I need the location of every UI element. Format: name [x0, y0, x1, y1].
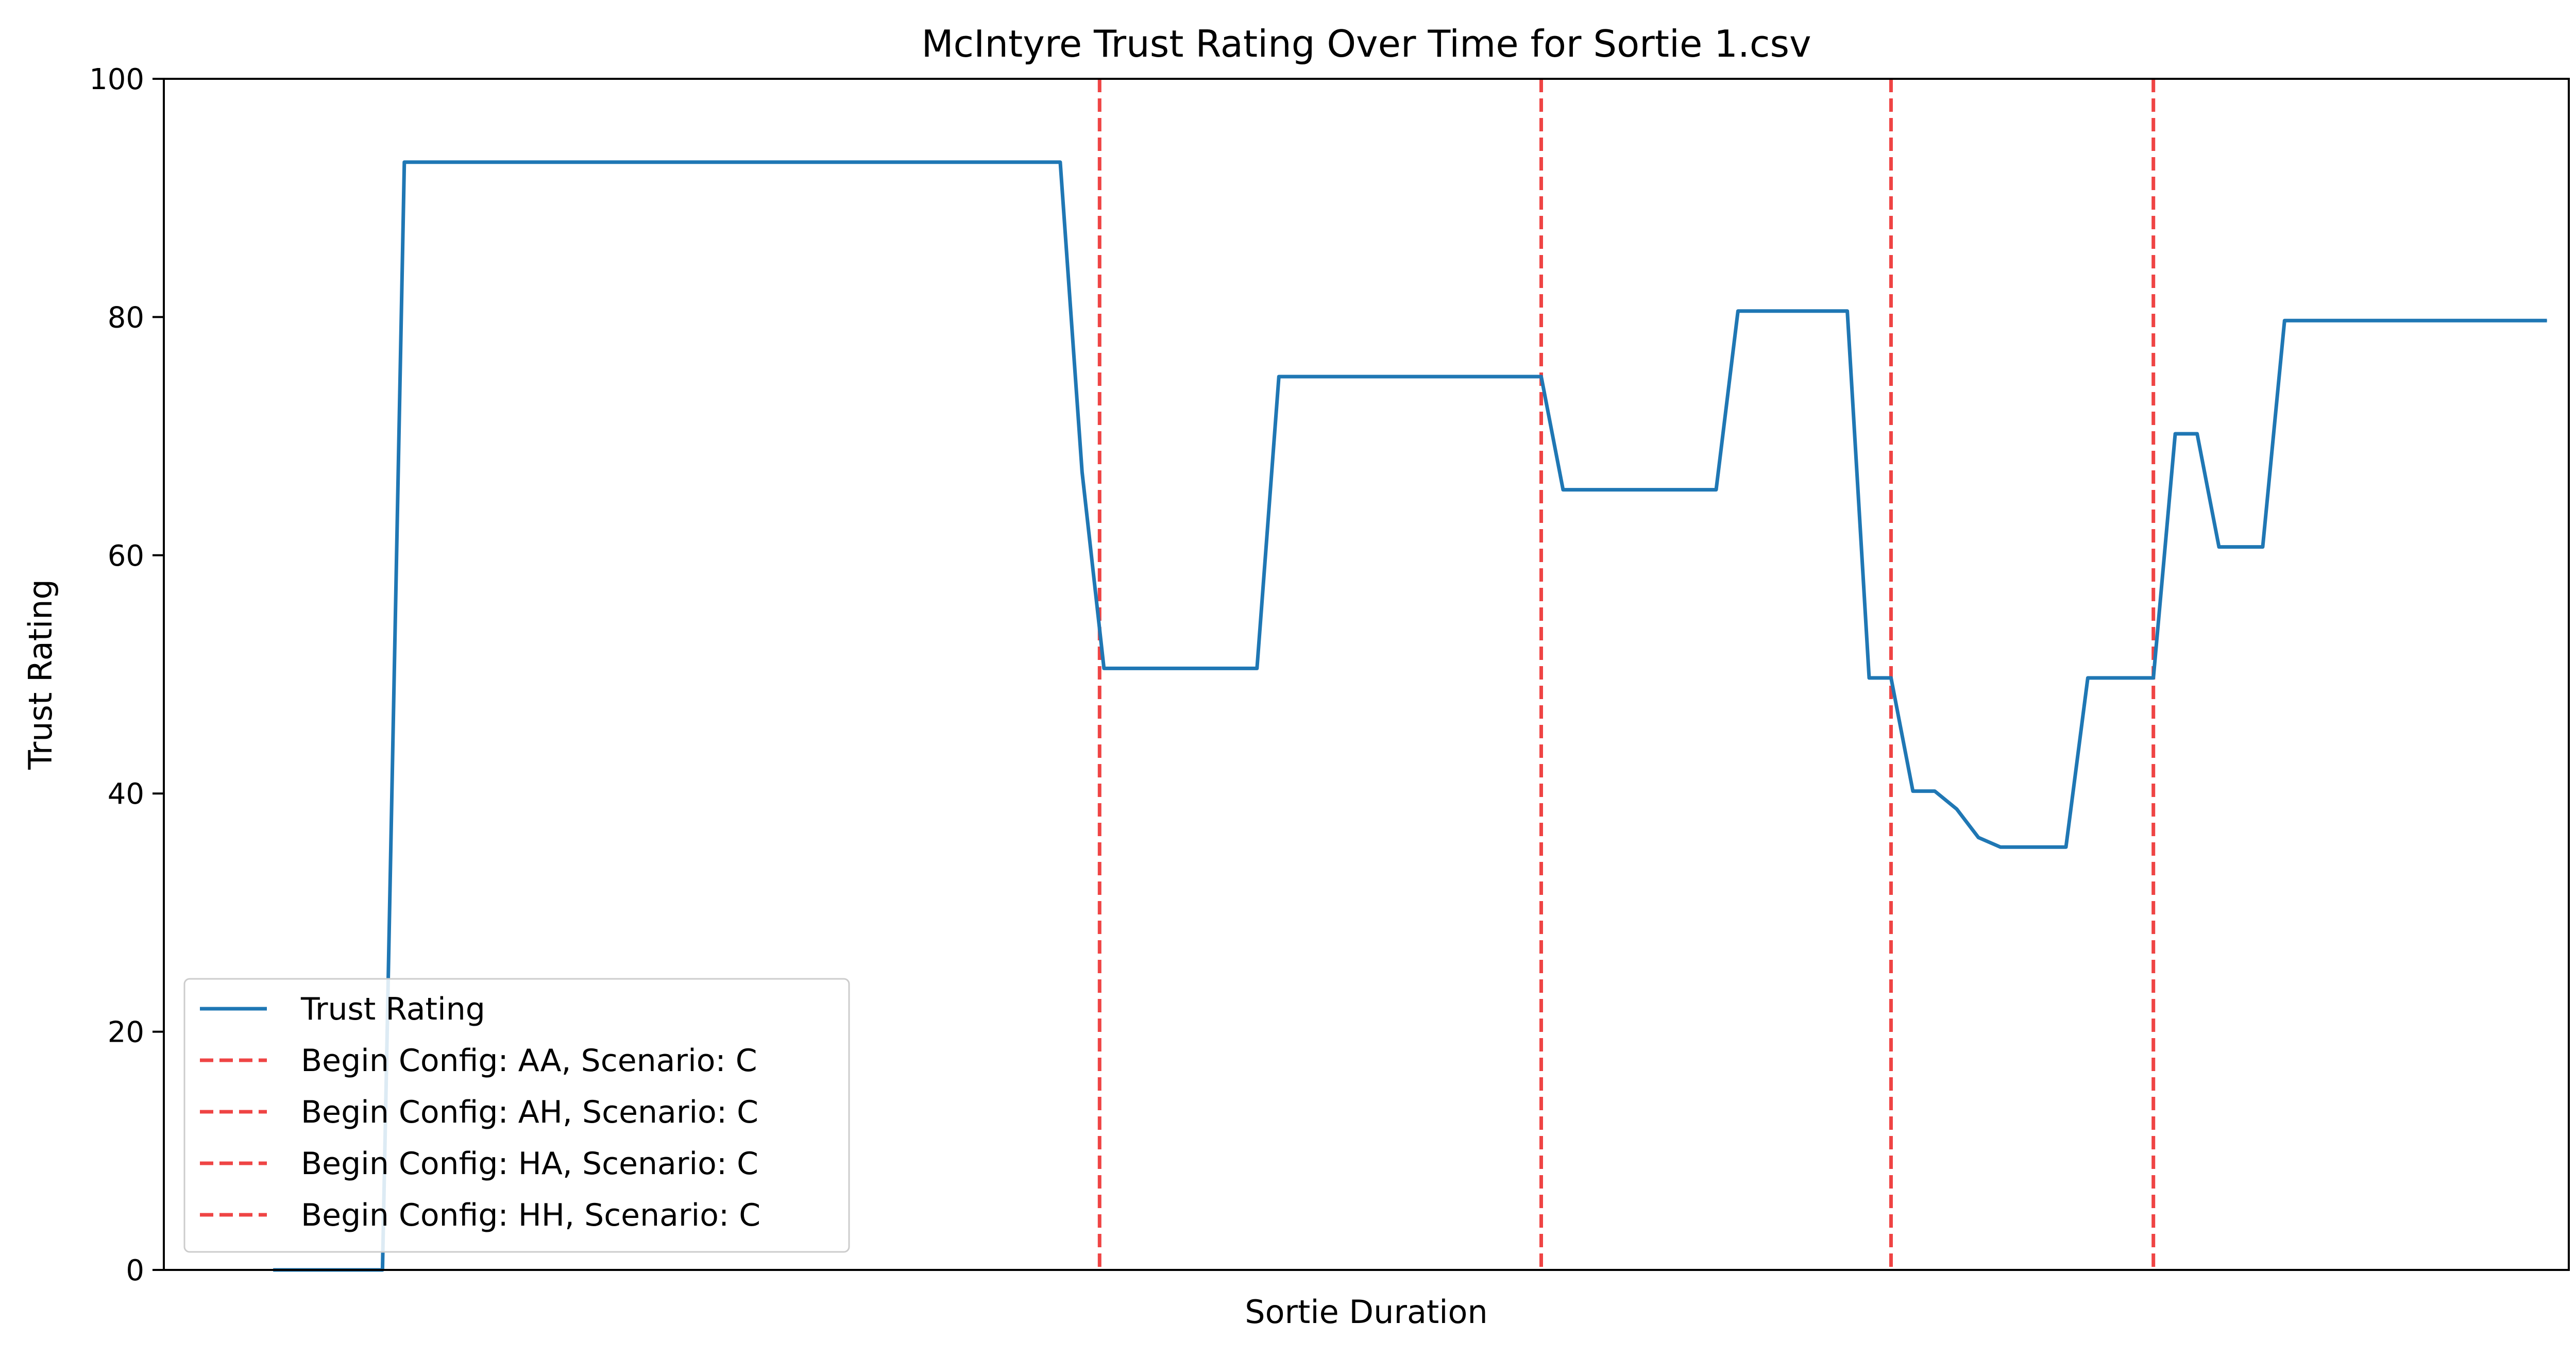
y-tick-label: 0	[126, 1254, 144, 1287]
x-axis-title: Sortie Duration	[1245, 1293, 1487, 1331]
data-point	[2175, 433, 2176, 434]
y-tick-label: 60	[108, 539, 144, 573]
y-axis-title: Trust Rating	[22, 579, 59, 770]
legend-label: Begin Config: AA, Scenario: C	[301, 1043, 757, 1079]
data-point	[2153, 677, 2154, 678]
legend-label: Trust Rating	[300, 991, 485, 1027]
legend-box	[183, 978, 850, 1253]
legend-label: Begin Config: HA, Scenario: C	[301, 1146, 758, 1182]
legend-label: Begin Config: AH, Scenario: C	[301, 1094, 758, 1130]
y-tick-label: 20	[108, 1016, 144, 1049]
y-tick-label: 40	[108, 777, 144, 811]
y-axis-ticks: 0 20 40 60 80 100	[89, 63, 164, 1287]
legend: Trust Rating Begin Config: AA, Scenario: …	[183, 978, 850, 1253]
y-tick-label: 100	[89, 63, 144, 96]
data-point	[1978, 837, 1979, 838]
series-group	[273, 160, 2548, 1272]
data-point	[2284, 320, 2285, 321]
chart-title: McIntyre Trust Rating Over Time for Sort…	[921, 22, 1811, 65]
plot-frame	[163, 78, 2570, 1271]
y-tick-label: 80	[108, 301, 144, 334]
legend-label: Begin Config: HH, Scenario: C	[301, 1197, 760, 1233]
data-point	[1869, 677, 1870, 678]
